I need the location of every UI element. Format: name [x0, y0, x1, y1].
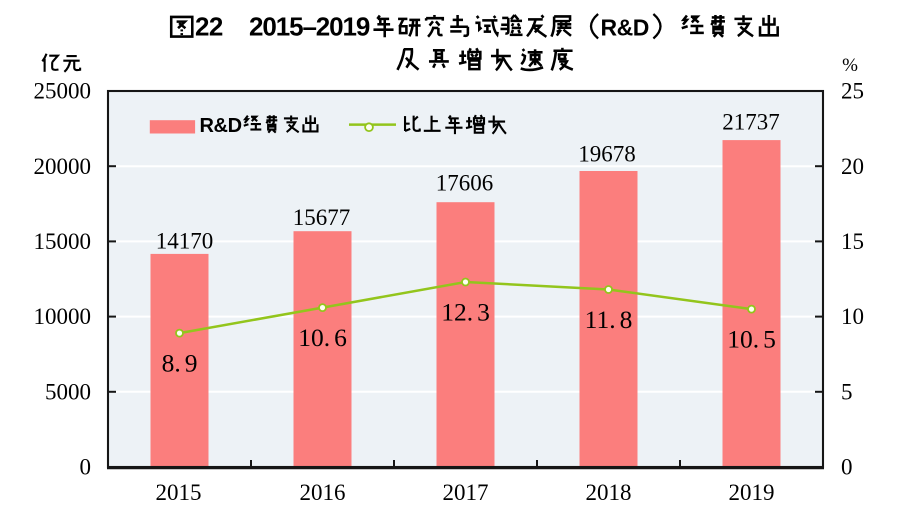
- svg-text:R&D: R&D: [200, 115, 242, 137]
- svg-text:2019: 2019: [729, 480, 775, 505]
- svg-text:20000: 20000: [34, 154, 92, 179]
- svg-text:11.8: 11. 8: [585, 305, 633, 334]
- svg-text:2015–2019: 2015–2019: [249, 12, 370, 42]
- svg-text:15677: 15677: [293, 205, 351, 230]
- svg-text:20: 20: [841, 154, 864, 179]
- svg-text:2016: 2016: [300, 480, 346, 505]
- svg-text:0: 0: [80, 455, 92, 480]
- svg-text:25000: 25000: [34, 79, 92, 104]
- svg-text:R&D: R&D: [601, 15, 649, 41]
- svg-text:5000: 5000: [45, 379, 91, 404]
- svg-text:19678: 19678: [578, 142, 636, 167]
- svg-text:14170: 14170: [156, 229, 214, 254]
- svg-text:25: 25: [841, 79, 864, 104]
- svg-text:12.3: 12. 3: [441, 297, 490, 326]
- svg-text:2017: 2017: [443, 480, 489, 505]
- svg-text:2018: 2018: [586, 480, 632, 505]
- svg-text:15: 15: [841, 229, 864, 254]
- svg-text:17606: 17606: [436, 171, 494, 196]
- svg-text:15000: 15000: [34, 229, 92, 254]
- svg-text:10.6: 10. 6: [298, 323, 347, 352]
- svg-text:10000: 10000: [34, 304, 92, 329]
- svg-text:10: 10: [841, 304, 864, 329]
- svg-text:2015: 2015: [156, 480, 202, 505]
- svg-text:10.5: 10. 5: [727, 324, 776, 353]
- svg-text:22: 22: [195, 12, 223, 42]
- svg-text:%: %: [842, 55, 858, 76]
- svg-text:8.9: 8. 9: [162, 348, 198, 377]
- svg-text:5: 5: [841, 379, 853, 404]
- svg-text:21737: 21737: [722, 110, 780, 135]
- svg-text:0: 0: [841, 455, 853, 480]
